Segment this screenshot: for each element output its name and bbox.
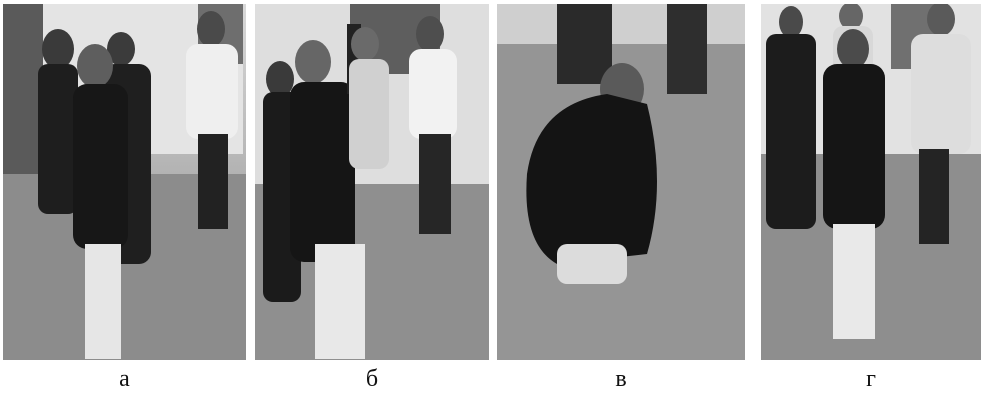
panel-label-a: а [119,366,130,392]
photo-b-image [255,4,489,360]
panel-label-c: в [615,366,627,392]
photo-a-image [3,4,246,360]
photo-panel-d [761,4,981,360]
photo-panel-b [255,4,489,360]
panel-label-b: б [365,366,379,392]
photo-panel-a [3,4,246,360]
photo-panel-c [497,4,745,360]
photo-d-image [761,4,981,360]
photo-c-image [497,4,745,360]
panel-label-d: г [866,366,876,392]
